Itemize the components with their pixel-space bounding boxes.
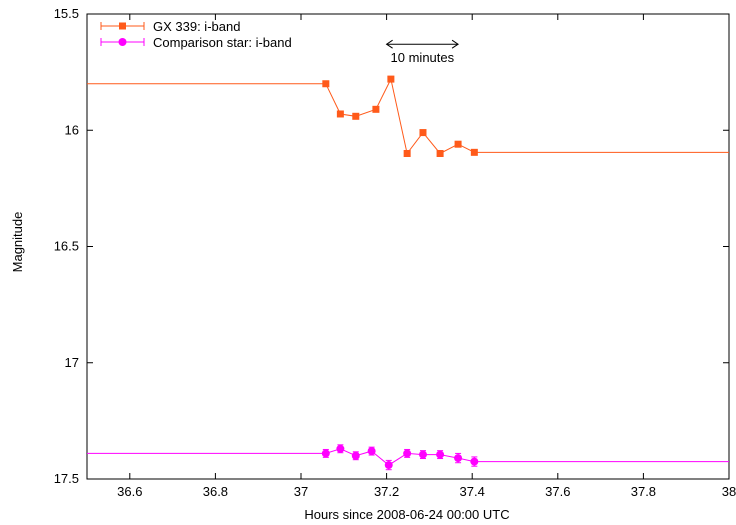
series-line: [325, 448, 475, 466]
x-tick-label: 37.6: [545, 484, 570, 499]
annotation-arrowhead-right: [451, 39, 459, 49]
x-tick-label: 37: [294, 484, 308, 499]
data-point: [436, 450, 445, 459]
x-tick-label: 37.4: [460, 484, 485, 499]
annotation-arrowhead-left: [385, 39, 393, 49]
x-tick-label: 36.6: [117, 484, 142, 499]
data-point: [336, 444, 345, 453]
y-tick-label: 15.5: [54, 6, 79, 21]
data-point: [372, 105, 380, 113]
data-point: [470, 148, 478, 156]
x-tick-label: 38: [722, 484, 736, 499]
y-tick-label: 17.5: [54, 471, 79, 486]
data-point: [418, 450, 427, 459]
data-point: [322, 80, 330, 88]
data-point: [470, 457, 479, 466]
y-axis-label: Magnitude: [10, 212, 25, 273]
series-layer: [87, 75, 729, 471]
x-tick-label: 37.2: [374, 484, 399, 499]
legend-label: Comparison star: i-band: [153, 35, 292, 50]
data-point: [351, 451, 360, 460]
data-point: [403, 150, 411, 157]
series-1: [87, 444, 729, 471]
annotation-label: 10 minutes: [391, 50, 455, 65]
annotation: 10 minutes: [385, 39, 459, 65]
axes: 36.6 36.8 37 37.2 37.4 37.6 37.8 38 15.5 16 16.5 17…: [54, 6, 736, 499]
x-tick-label: 36.8: [203, 484, 228, 499]
data-point: [384, 461, 393, 470]
y-tick-label: 16.5: [54, 239, 79, 254]
data-point: [436, 150, 444, 157]
legend-marker: [119, 22, 126, 30]
series-line: [325, 77, 475, 155]
series-0: [87, 75, 729, 157]
y-tick-label: 16: [65, 122, 79, 137]
data-point: [454, 140, 462, 148]
legend-label: GX 339: i-band: [153, 19, 240, 34]
data-point: [367, 447, 376, 456]
data-point: [387, 75, 395, 83]
data-point: [454, 454, 463, 463]
data-point: [321, 449, 330, 458]
legend-marker: [118, 38, 127, 46]
x-tick-label: 37.8: [631, 484, 656, 499]
data-point: [403, 449, 412, 458]
data-point: [419, 129, 427, 137]
x-axis-label: Hours since 2008-06-24 00:00 UTC: [304, 507, 509, 522]
data-point: [352, 112, 360, 120]
data-point: [336, 110, 344, 118]
y-tick-label: 17: [65, 355, 79, 370]
